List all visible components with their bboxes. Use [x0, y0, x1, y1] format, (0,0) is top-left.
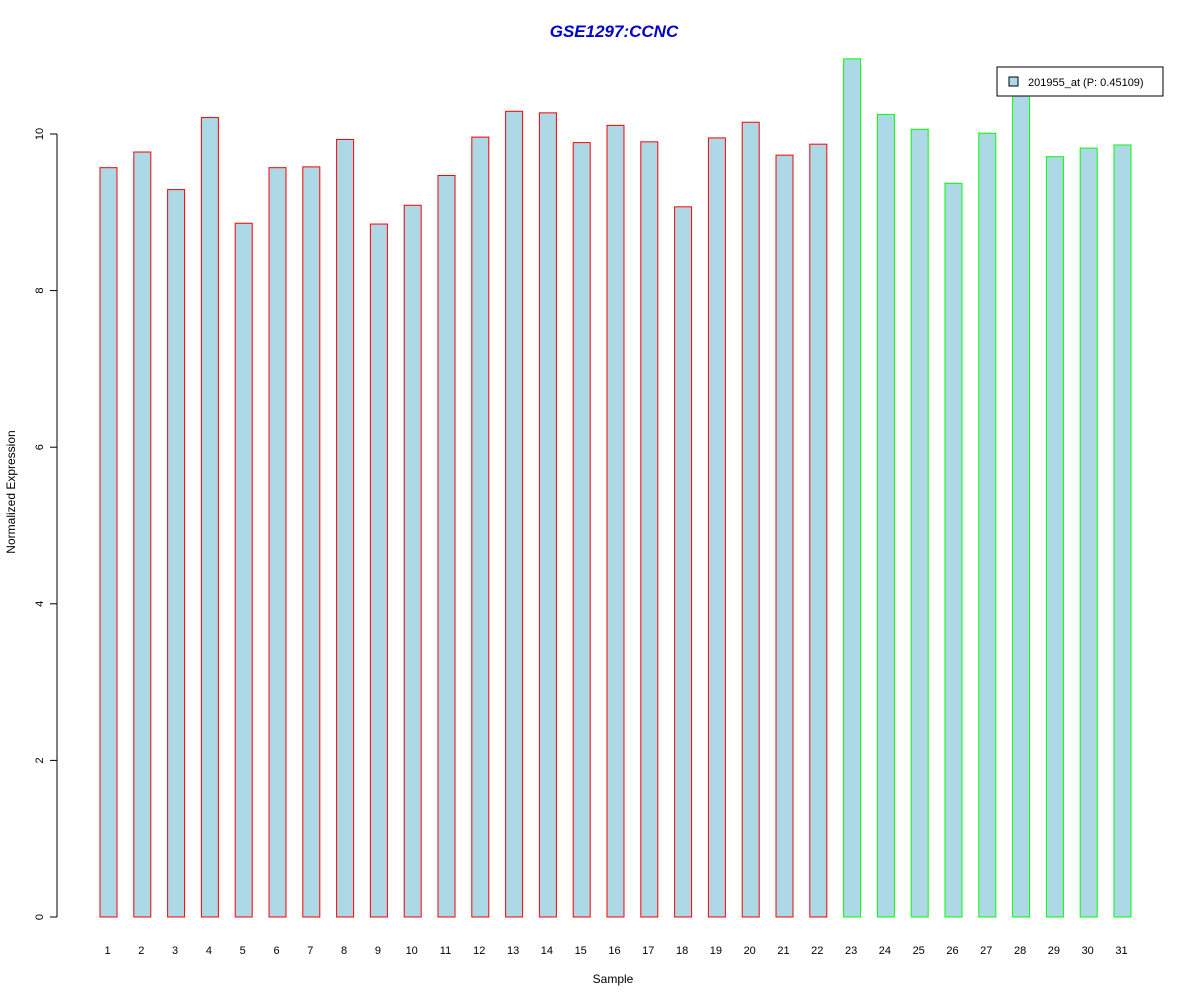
bar-sample-13: [505, 110, 524, 918]
bar-sample-6: [268, 167, 287, 918]
y-tick-label: 2: [34, 757, 46, 763]
bar-sample-5: [234, 222, 253, 918]
y-tick-label: 0: [34, 914, 46, 920]
bar-sample-20: [741, 121, 760, 918]
bar-sample-7: [302, 166, 321, 918]
bar-sample-17: [640, 141, 659, 918]
x-tick-label: 2: [138, 945, 144, 957]
x-tick-label: 3: [172, 945, 178, 957]
bar-sample-9: [369, 223, 388, 918]
x-tick-label: 21: [777, 945, 789, 957]
x-tick-label: 6: [273, 945, 279, 957]
x-tick-label: 11: [440, 945, 451, 957]
legend-box: [996, 66, 1164, 97]
legend-label: 201955_at (P: 0.45109): [1028, 77, 1144, 89]
bar-sample-18: [674, 206, 693, 918]
x-tick-label: 27: [980, 945, 992, 957]
bar-sample-4: [200, 117, 219, 918]
y-axis: 0 2 4 6 8 10: [34, 128, 58, 920]
x-tick-label: 15: [575, 945, 587, 957]
x-tick-label: 17: [642, 945, 654, 957]
x-tick-label: 29: [1048, 945, 1060, 957]
x-tick-label: 16: [608, 945, 620, 957]
bar-sample-22: [809, 143, 828, 918]
bar-sample-29: [1045, 156, 1064, 918]
chart-title: GSE1297:CCNC: [550, 22, 679, 41]
y-tick-label: 10: [34, 128, 46, 140]
y-tick-label: 6: [34, 444, 46, 450]
x-tick-label: 7: [307, 945, 313, 957]
bar-sample-1: [99, 167, 118, 918]
x-tick-labels: 1 2 3 4 5 6 7 8 9 10 11 12 13 14 15 16 17 18 19 20 21 22 23 24 2…: [104, 945, 1127, 957]
x-tick-label: 26: [946, 945, 958, 957]
bar-sample-11: [437, 174, 456, 918]
bar-sample-19: [707, 137, 726, 918]
x-tick-label: 5: [240, 945, 246, 957]
bar-sample-23: [843, 58, 862, 918]
x-tick-label: 13: [507, 945, 519, 957]
bar-sample-27: [978, 132, 997, 918]
y-axis-label: Normalized Expression: [4, 430, 18, 553]
bar-sample-10: [403, 204, 422, 918]
y-tick-label: 4: [34, 601, 46, 607]
y-tick-label: 8: [34, 288, 46, 294]
x-tick-label: 22: [811, 945, 823, 957]
bars-group: [99, 58, 1132, 918]
x-tick-label: 14: [541, 945, 553, 957]
bar-sample-21: [775, 154, 794, 918]
x-tick-label: 12: [473, 945, 485, 957]
x-tick-label: 25: [913, 945, 925, 957]
x-tick-label: 23: [845, 945, 857, 957]
x-tick-label: 19: [710, 945, 722, 957]
legend: 201955_at (P: 0.45109): [996, 66, 1164, 97]
bar-sample-30: [1079, 147, 1098, 918]
bar-sample-3: [167, 189, 186, 918]
x-tick-label: 28: [1014, 945, 1026, 957]
bar-sample-16: [606, 124, 625, 918]
bar-sample-26: [944, 182, 963, 918]
x-tick-label: 30: [1082, 945, 1094, 957]
x-tick-label: 4: [206, 945, 212, 957]
x-tick-label: 31: [1115, 945, 1127, 957]
bar-sample-2: [133, 151, 152, 918]
x-axis-label: Sample: [593, 972, 634, 986]
bar-sample-15: [572, 142, 591, 918]
bar-sample-12: [471, 136, 490, 918]
x-tick-label: 18: [676, 945, 688, 957]
x-tick-label: 8: [341, 945, 347, 957]
legend-swatch: [1008, 76, 1019, 87]
bar-sample-14: [538, 112, 557, 918]
x-tick-label: 1: [104, 945, 110, 957]
bar-sample-25: [910, 128, 929, 918]
bar-sample-31: [1113, 144, 1132, 918]
x-tick-label: 20: [744, 945, 756, 957]
x-tick-label: 10: [406, 945, 418, 957]
bar-sample-24: [876, 113, 895, 918]
x-tick-label: 24: [879, 945, 891, 957]
x-tick-label: 9: [375, 945, 381, 957]
bar-sample-8: [336, 138, 355, 918]
bar-sample-28: [1012, 86, 1031, 918]
